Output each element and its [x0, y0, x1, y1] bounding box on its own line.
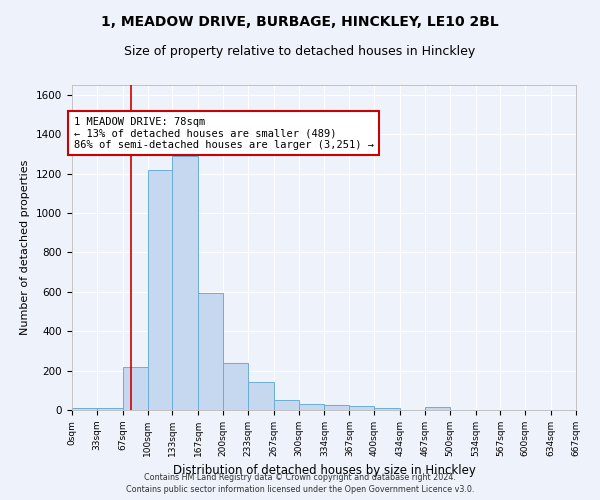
Bar — [248, 382, 274, 410]
Bar — [148, 170, 172, 410]
Text: 1, MEADOW DRIVE, BURBAGE, HINCKLEY, LE10 2BL: 1, MEADOW DRIVE, BURBAGE, HINCKLEY, LE10… — [101, 15, 499, 29]
Bar — [223, 362, 248, 410]
Bar — [325, 405, 349, 410]
Bar — [198, 293, 223, 410]
Text: Contains HM Land Registry data © Crown copyright and database right 2024.: Contains HM Land Registry data © Crown c… — [144, 472, 456, 482]
Text: Contains public sector information licensed under the Open Government Licence v3: Contains public sector information licen… — [126, 485, 474, 494]
Bar — [299, 404, 325, 410]
Bar — [122, 366, 148, 410]
Bar — [72, 408, 97, 410]
Bar — [349, 406, 374, 410]
X-axis label: Distribution of detached houses by size in Hinckley: Distribution of detached houses by size … — [173, 464, 475, 477]
Bar — [97, 408, 122, 410]
Bar — [274, 400, 299, 410]
Y-axis label: Number of detached properties: Number of detached properties — [20, 160, 31, 335]
Bar — [374, 408, 400, 410]
Bar — [172, 156, 198, 410]
Text: 1 MEADOW DRIVE: 78sqm
← 13% of detached houses are smaller (489)
86% of semi-det: 1 MEADOW DRIVE: 78sqm ← 13% of detached … — [74, 116, 374, 150]
Bar — [425, 407, 450, 410]
Text: Size of property relative to detached houses in Hinckley: Size of property relative to detached ho… — [124, 45, 476, 58]
